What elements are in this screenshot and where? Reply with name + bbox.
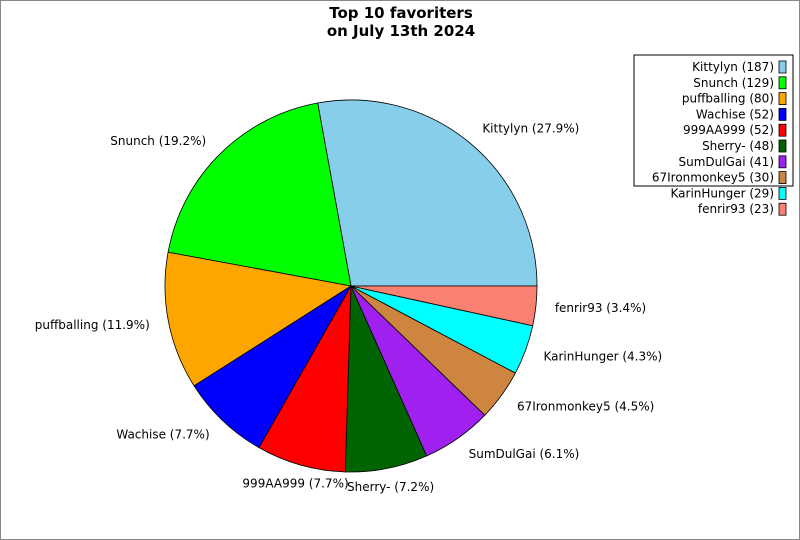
chart-title-line-1: Top 10 favoriters [329,4,473,22]
legend-entry-label: fenrir93 (23) [698,202,774,216]
legend-entry-label: 999AA999 (52) [683,123,774,137]
legend-swatch [778,139,787,153]
legend-swatch [778,76,787,90]
slice-label: Snunch (19.2%) [110,134,206,148]
legend-entry-label: puffballing (80) [682,92,774,106]
legend-entry-label: Sherry- (48) [702,139,774,153]
pie-slice-puffballing [164,251,353,387]
legend-entry-label: Wachise (52) [696,107,774,121]
legend-swatch [778,155,787,169]
legend-entry-label: Snunch (129) [693,76,774,90]
legend-swatch [778,171,787,185]
pie-slice-fenrir93 [350,285,538,327]
pie-slice-snunch [167,102,352,287]
chart-title-line-2: on July 13th 2024 [327,22,475,40]
legend-entry-label: SumDulGai (41) [678,155,774,169]
slice-label: KarinHunger (4.3%) [543,350,662,364]
legend-swatch [778,202,787,216]
legend-entry-label: Kittylyn (187) [692,60,774,74]
slice-label: puffballing (11.9%) [35,318,150,332]
legend-swatch [778,92,787,105]
slice-label: Sherry- (7.2%) [347,480,434,494]
legend-entry-label: KarinHunger (29) [671,186,775,200]
slice-label: Wachise (7.7%) [116,427,209,441]
slice-label: fenrir93 (3.4%) [555,301,646,315]
slice-label: 67Ironmonkey5 (4.5%) [517,399,654,413]
legend-swatch [778,123,787,137]
legend-box [633,54,794,187]
slice-label: Kittylyn (27.9%) [482,122,579,136]
slice-label: 999AA999 (7.7%) [242,476,348,490]
legend-swatch [778,108,787,121]
legend: Kittylyn (187) Snunch (129) puffballing (8… [633,54,794,216]
legend-swatch [778,60,787,74]
slice-label: SumDulGai (6.1%) [469,447,580,461]
pie-slice-kittylyn [317,99,538,287]
legend-entry-label: 67Ironmonkey5 (30) [652,171,774,185]
legend-swatch [778,186,787,200]
